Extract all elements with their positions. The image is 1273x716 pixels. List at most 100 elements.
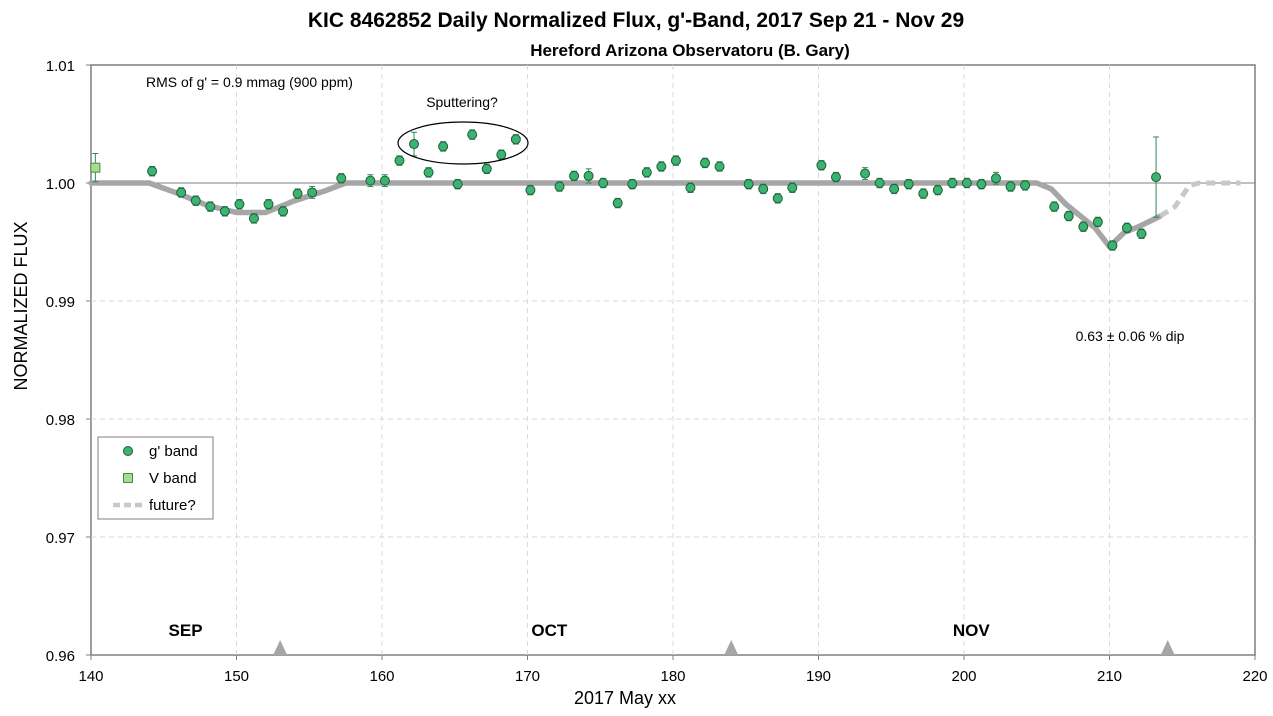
g-band-point <box>176 187 187 198</box>
g-band-point <box>961 178 972 188</box>
g-band-point <box>481 163 492 174</box>
g-band-point <box>889 183 900 194</box>
y-tick-label: 0.96 <box>46 648 75 665</box>
g-band-point <box>976 179 987 190</box>
x-tick-label: 170 <box>515 668 540 685</box>
g-band-point <box>918 188 929 199</box>
g-band-point <box>1049 201 1060 212</box>
g-band-point <box>190 195 201 206</box>
g-band-point <box>598 178 609 188</box>
g-band-point <box>874 178 885 188</box>
g-band-point <box>816 160 827 171</box>
g-band-point <box>860 168 871 179</box>
g-band-point <box>743 179 754 190</box>
chart-title: KIC 8462852 Daily Normalized Flux, g'-Ba… <box>308 9 964 32</box>
month-boundary-triangle <box>1160 640 1175 655</box>
g-band-point <box>1136 228 1147 239</box>
x-tick-label: 180 <box>660 668 685 685</box>
g-band-point <box>714 161 725 172</box>
x-tick-label: 140 <box>78 668 103 685</box>
g-band-point <box>612 198 623 209</box>
g-band-point <box>1151 172 1162 183</box>
sputtering-ellipse <box>397 121 529 165</box>
rms-annotation: RMS of g' = 0.9 mmag (900 ppm) <box>146 74 353 90</box>
future-line <box>1159 180 1241 219</box>
g-band-point <box>932 185 943 196</box>
g-band-point <box>307 187 318 198</box>
g-band-point <box>627 179 638 190</box>
y-axis-label: NORMALIZED FLUX <box>11 221 31 390</box>
g-band-point <box>336 173 347 184</box>
g-band-point <box>263 199 274 210</box>
x-tick-label: 150 <box>224 668 249 685</box>
g-band-point <box>1020 180 1031 191</box>
legend-v-band-label: V band <box>149 470 197 487</box>
x-tick-label: 160 <box>369 668 394 685</box>
g-band-point <box>641 167 652 178</box>
legend: g' band V band future? <box>97 436 214 520</box>
legend-v-band-marker <box>123 473 133 483</box>
legend-g-band-label: g' band <box>149 443 198 460</box>
g-band-point <box>991 173 1002 184</box>
g-band-point <box>234 199 245 210</box>
g-band-point <box>685 182 696 193</box>
g-band-point <box>830 172 841 183</box>
g-band-point <box>903 179 914 190</box>
legend-g-band-marker <box>123 446 133 456</box>
g-band-point <box>394 155 405 166</box>
g-band-point <box>278 206 289 217</box>
y-tick-label: 1.01 <box>46 58 75 75</box>
sputtering-annotation: Sputtering? <box>426 94 498 110</box>
month-boundary-triangle <box>273 640 288 655</box>
y-tick-label: 0.99 <box>46 294 75 311</box>
g-band-point <box>409 139 420 150</box>
y-tick-label: 0.97 <box>46 530 75 547</box>
y-axis-ticks: 0.96 0.97 0.98 0.99 1.00 1.01 <box>46 58 91 665</box>
g-band-point <box>787 182 798 193</box>
g-band-point <box>758 183 769 194</box>
dip-annotation: 0.63 ± 0.06 % dip <box>1076 328 1185 344</box>
g-band-point <box>365 175 376 186</box>
g-band-point <box>947 178 958 188</box>
g-band-point <box>496 149 507 160</box>
g-band-point <box>248 213 259 224</box>
g-band-point <box>452 179 463 190</box>
month-markers: SEP OCT NOV <box>169 621 1175 655</box>
g-band-point <box>569 170 580 181</box>
y-tick-label: 0.98 <box>46 412 75 429</box>
chart-subtitle: Hereford Arizona Observatoru (B. Gary) <box>530 41 850 60</box>
v-band-point <box>90 162 101 173</box>
g-band-point <box>554 181 565 192</box>
x-tick-label: 190 <box>806 668 831 685</box>
g-band-point <box>1121 222 1132 233</box>
month-boundary-triangle <box>724 640 739 655</box>
plot-frame <box>90 64 1256 656</box>
g-band-point <box>670 155 681 166</box>
g-band-point <box>219 206 230 217</box>
g-band-point <box>423 167 434 178</box>
month-label-nov: NOV <box>953 621 991 640</box>
g-band-point <box>700 157 711 168</box>
y-tick-label: 1.00 <box>46 176 75 193</box>
data-points <box>90 129 1162 251</box>
g-band-point <box>1092 216 1103 227</box>
x-axis-ticks: 140 150 160 170 180 190 200 210 220 <box>78 655 1268 685</box>
g-band-point <box>205 201 216 212</box>
g-band-point <box>656 161 667 172</box>
g-band-point <box>583 170 594 181</box>
g-band-point <box>525 185 536 196</box>
g-band-point <box>1078 221 1089 232</box>
g-band-point <box>147 166 158 177</box>
legend-future-label: future? <box>149 497 196 514</box>
plot-area: 140 150 160 170 180 190 200 210 220 0.96 0.97 0.98… <box>46 58 1268 685</box>
g-band-point <box>438 141 449 152</box>
g-band-point <box>1005 181 1016 192</box>
month-label-sep: SEP <box>169 621 203 640</box>
x-tick-label: 210 <box>1097 668 1122 685</box>
g-band-point <box>467 129 478 140</box>
g-band-point <box>1063 211 1074 222</box>
month-label-oct: OCT <box>531 621 568 640</box>
g-band-point <box>1107 240 1118 251</box>
g-band-point <box>379 175 390 186</box>
